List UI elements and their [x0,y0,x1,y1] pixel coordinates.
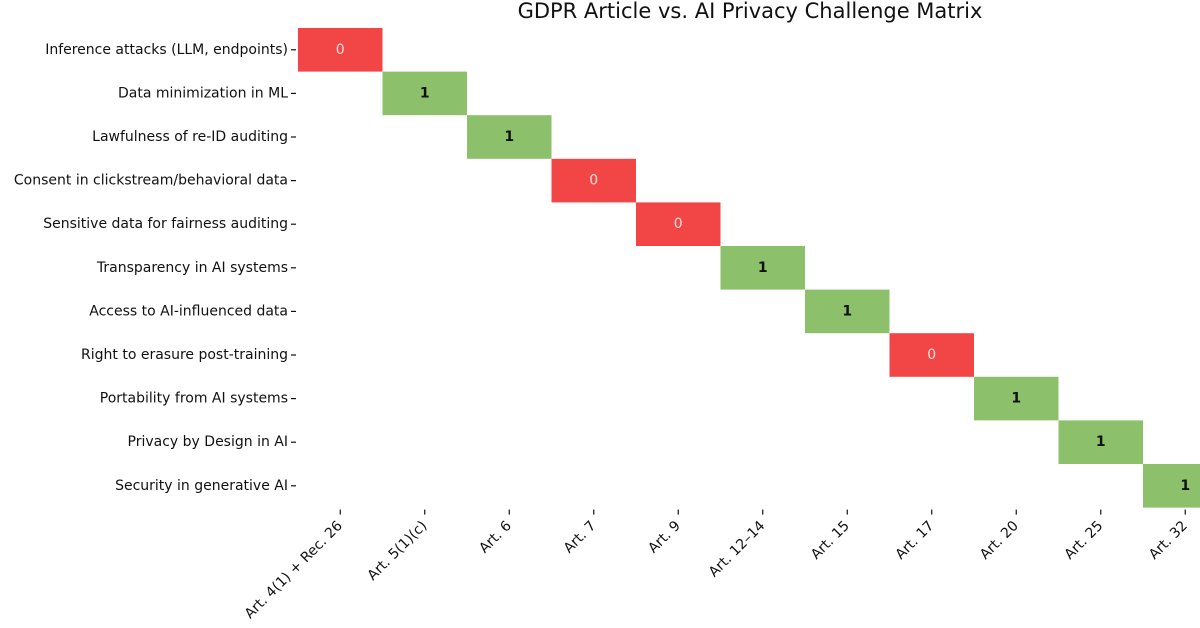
cell-label: 0 [589,173,598,189]
heatmap-cell [720,246,805,290]
cell-label: 1 [1180,478,1190,494]
heatmap-cell [382,71,467,116]
x-tick-label: Art. 9 [645,518,684,557]
x-tick-label: Art. 17 [892,518,937,563]
x-tick-label: Art. 4(1) + Rec. 26 [242,518,346,622]
y-tick-label: Lawfulness of re-ID auditing [92,129,288,145]
x-tick-label: Art. 32 [1146,518,1191,563]
x-tick-label: Art. 5(1)(c) [365,518,431,584]
heatmap-cell [974,376,1059,421]
y-tick-label: Inference attacks (LLM, endpoints) [45,42,288,58]
cell-label: 1 [842,303,852,319]
x-tick-label: Art. 12–14 [706,518,769,581]
heatmap-cell [467,115,552,159]
x-tick-label: Art. 6 [476,518,515,557]
heatmap-cell [805,289,890,334]
heatmap-cell [1058,420,1143,464]
cell-label: 1 [758,260,768,276]
y-tick-label: Data minimization in ML [118,85,288,101]
cell-label: 0 [336,42,345,58]
cell-label: 1 [504,129,514,145]
y-tick-label: Consent in clickstream/behavioral data [14,173,288,189]
y-tick-label: Access to AI-influenced data [89,303,288,319]
cell-label: 1 [1096,434,1106,450]
heatmap-cell [298,28,383,72]
y-tick-label: Portability from AI systems [100,391,288,407]
cell-label: 0 [927,347,936,363]
cell-label: 1 [420,85,430,101]
y-tick-label: Security in generative AI [115,478,288,494]
y-tick-label: Sensitive data for fairness auditing [43,216,288,232]
y-tick-label: Transparency in AI systems [96,260,288,276]
heatmap-cell [551,158,636,203]
x-tick-label: Art. 7 [561,518,600,557]
heatmap-cell [1143,464,1200,508]
x-tick-label: Art. 15 [808,518,853,563]
heatmap-cell [636,202,721,246]
y-tick-label: Right to erasure post-training [81,347,288,363]
x-tick-label: Art. 25 [1061,518,1106,563]
chart-title: GDPR Article vs. AI Privacy Challenge Ma… [518,0,983,23]
x-tick-label: Art. 20 [977,518,1022,563]
y-tick-label: Privacy by Design in AI [128,434,288,450]
heatmap-cell [889,333,974,377]
cell-label: 1 [1011,391,1021,407]
cell-label: 0 [674,216,683,232]
